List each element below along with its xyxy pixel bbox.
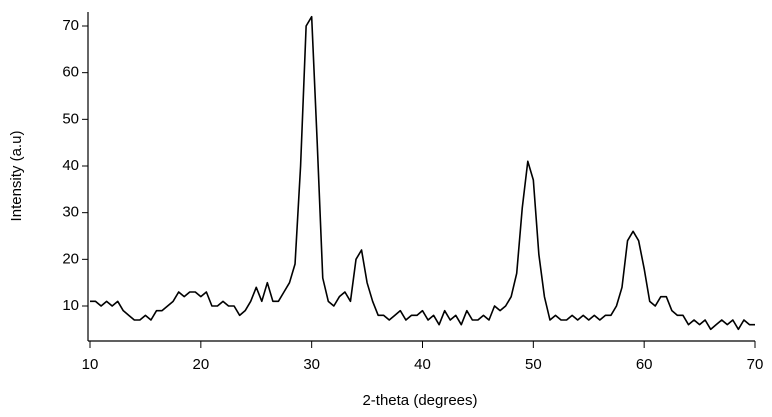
y-tick-label: 50 <box>62 110 79 127</box>
y-tick-label: 10 <box>62 297 79 314</box>
y-tick-label: 40 <box>62 157 79 174</box>
x-tick-label: 40 <box>414 356 431 373</box>
x-tick-label: 50 <box>525 356 542 373</box>
x-tick-label: 10 <box>82 356 99 373</box>
x-tick-label: 70 <box>747 356 764 373</box>
y-axis-title: Intensity (a.u) <box>8 131 25 222</box>
x-tick-label: 20 <box>192 356 209 373</box>
x-tick-label: 60 <box>636 356 653 373</box>
y-tick-label: 70 <box>62 17 79 34</box>
y-tick-label: 60 <box>62 64 79 81</box>
x-axis-title: 2-theta (degrees) <box>362 392 477 409</box>
x-tick-label: 30 <box>303 356 320 373</box>
y-tick-label: 30 <box>62 204 79 221</box>
y-tick-label: 20 <box>62 250 79 267</box>
data-line <box>90 15 755 331</box>
